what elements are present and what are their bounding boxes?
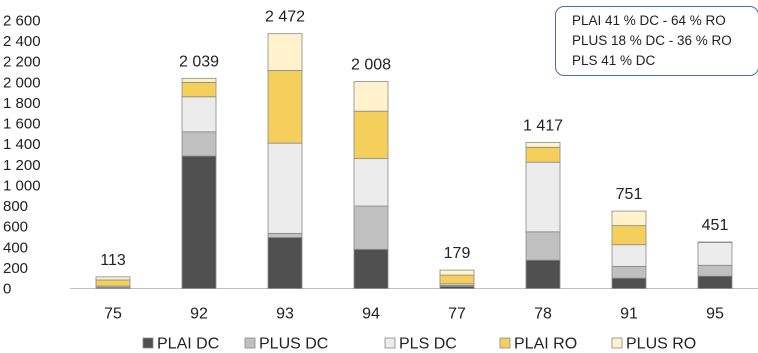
legend-label: PLAI RO [514,336,577,353]
bar-segment [353,110,389,160]
bar-segment [267,142,303,234]
bar-segment [611,265,647,279]
bar-segment [525,161,561,233]
legend-swatch [611,337,623,349]
bar-segment [267,33,303,71]
bar-segment [525,142,561,148]
bar-segment [353,205,389,250]
bar-segment [353,81,389,112]
x-tick-label: 94 [362,306,380,323]
bar-segment [353,158,389,207]
bar-total-label: 2 008 [351,57,391,74]
legend-swatch [499,337,511,349]
bar-segment [611,277,647,289]
bar-segment [181,77,217,83]
bar-total-label: 751 [616,186,643,203]
bar-total-label: 2 039 [179,53,219,70]
y-tick-label: 1 200 [3,157,41,174]
legend-label: PLAI DC [157,336,219,353]
x-tick-label: 93 [276,306,294,323]
legend-swatch [142,337,154,349]
bar-segment [611,210,647,227]
bar-total-label: 179 [444,245,471,262]
bar-segment [95,279,131,287]
bar-segment [181,131,217,157]
bar-segment [697,241,733,266]
y-tick-label: 1 400 [3,136,41,153]
x-tick-label: 95 [706,306,724,323]
x-tick-label: 78 [534,306,552,323]
bar-segment [181,96,217,133]
bar-segment [697,241,733,243]
bars-layer [95,33,733,289]
axis-layer: 0 200 400 600 800 1 000 1 200 1 400 1 600 1 800 2 … [3,13,758,298]
bar-segment [697,264,733,277]
y-tick-label: 2 200 [3,54,41,71]
y-tick-label: 0 [3,281,11,298]
y-tick-label: 600 [3,219,28,236]
y-tick-label: 400 [3,239,28,256]
legend-label: PLUS DC [259,336,328,353]
bar-segment [525,146,561,163]
labels-layer: 113 75 2 039 92 2 472 93 2 008 94 179 77 1 417 78 75… [100,9,728,323]
bar-segment [439,269,475,276]
legend-label: PLS DC [399,336,457,353]
bar-segment [611,225,647,246]
y-tick-label: 1 600 [3,116,41,133]
legend-swatch [244,337,256,349]
bar-segment [611,244,647,267]
legend-label: PLUS RO [626,336,696,353]
legend: PLAI DC PLUS DC PLS DC PLAI RO PLUS RO [142,336,696,353]
bar-segment [525,259,561,289]
legend-swatch [384,337,396,349]
y-tick-label: 1 000 [3,177,41,194]
bar-segment [181,81,217,98]
bar-segment [525,231,561,261]
bar-total-label: 1 417 [523,117,563,134]
y-tick-label: 2 000 [3,74,41,91]
bar-total-label: 451 [702,217,729,234]
bar-total-label: 113 [100,252,126,269]
annotation-plus: PLUS 18 % DC - 36 % RO [572,33,732,48]
x-tick-label: 91 [620,306,638,323]
bar-segment [353,248,389,289]
bar-segment [267,232,303,238]
bar-segment [439,274,475,285]
y-tick-label: 800 [3,198,28,215]
x-tick-label: 77 [448,306,466,323]
bar-segment [697,275,733,289]
bar-segment [267,237,303,289]
bar-segment [267,70,303,144]
y-tick-label: 2 400 [3,33,41,50]
bar-segment [181,155,217,289]
y-tick-label: 2 600 [3,13,41,30]
x-tick-label: 75 [104,306,122,323]
annotation-pls: PLS 41 % DC [572,53,656,68]
y-tick-label: 200 [3,260,28,277]
y-tick-label: 1 800 [3,95,41,112]
bar-total-label: 2 472 [265,9,305,26]
annotation-plai: PLAI 41 % DC - 64 % RO [572,13,726,28]
annotation-box: PLAI 41 % DC - 64 % RO PLUS 18 % DC - 36… [555,6,758,76]
x-tick-label: 92 [190,306,208,323]
bar-segment [95,276,131,281]
